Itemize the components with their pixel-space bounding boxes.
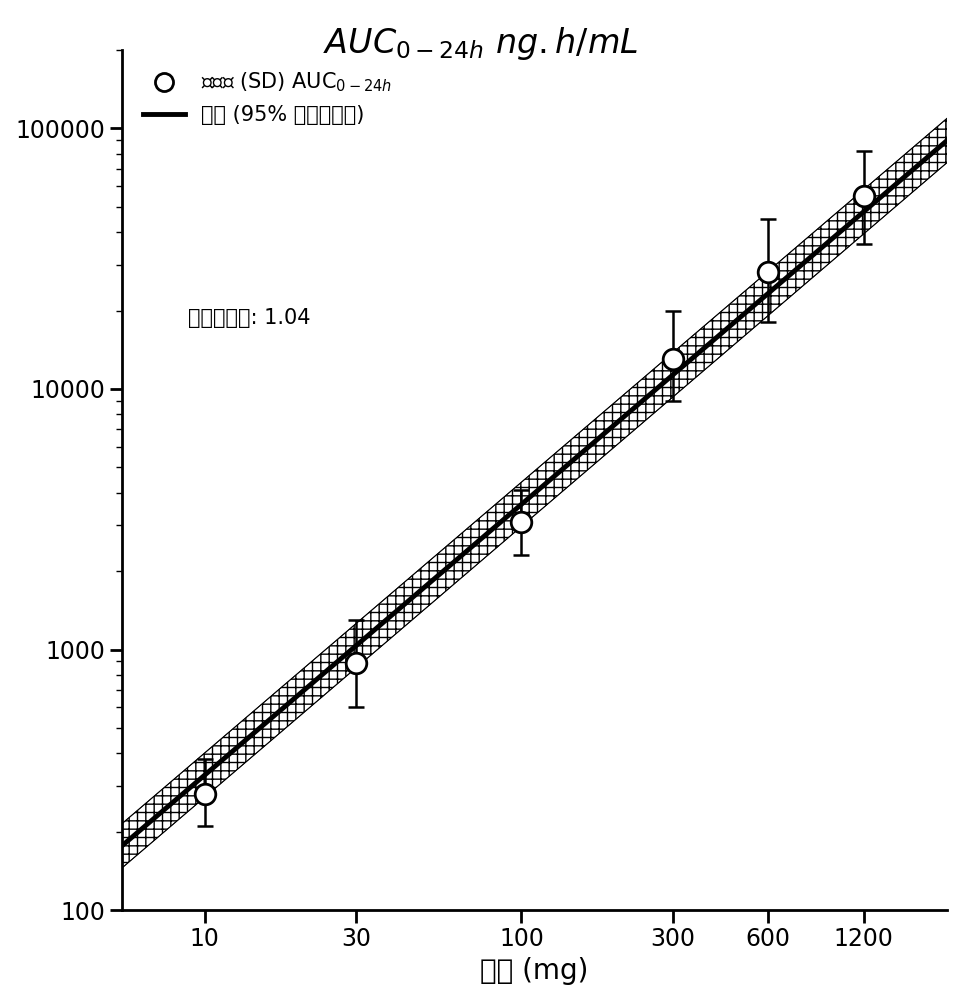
Legend: 平均値 (SD) AUC$_{0-24h}$, 衰退 (95% 置信区间带): 平均値 (SD) AUC$_{0-24h}$, 衰退 (95% 置信区间带) [133, 60, 403, 135]
Point [348, 655, 363, 671]
Text: $\it{AUC_{0-24h}}$$\it{\ ng.h/mL}$: $\it{AUC_{0-24h}}$$\it{\ ng.h/mL}$ [323, 25, 638, 62]
Point [855, 188, 871, 204]
X-axis label: 剂量 (mg): 剂量 (mg) [480, 957, 588, 985]
Point [197, 786, 212, 802]
Point [513, 514, 529, 530]
Point [664, 351, 679, 367]
Text: 重对数斜率: 1.04: 重对数斜率: 1.04 [188, 308, 310, 328]
Point [759, 264, 775, 280]
